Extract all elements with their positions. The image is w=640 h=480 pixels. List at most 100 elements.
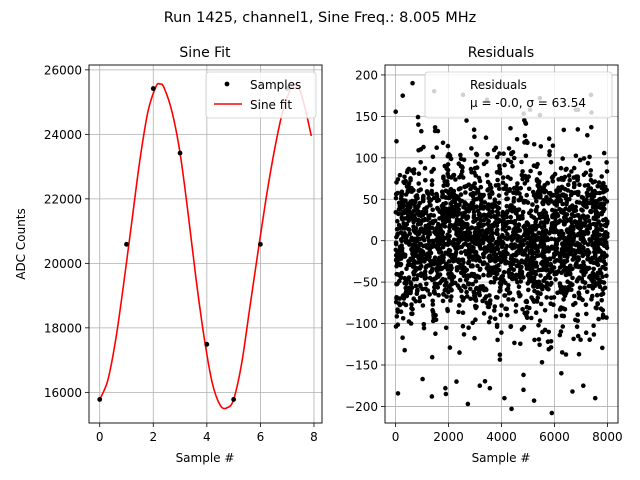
residual-point <box>516 223 521 229</box>
residual-point <box>533 207 539 213</box>
residual-point <box>511 155 517 161</box>
residual-point <box>460 257 465 263</box>
residual-point <box>602 285 608 291</box>
residual-point <box>415 273 421 278</box>
residual-point <box>414 291 420 297</box>
residual-point <box>524 304 530 310</box>
residual-point <box>481 272 486 278</box>
residual-point <box>406 227 412 232</box>
residual-point <box>528 236 533 241</box>
residual-point <box>600 264 605 270</box>
residual-point <box>473 317 478 323</box>
residual-point <box>528 208 534 213</box>
residual-point <box>566 173 572 178</box>
residual-point <box>429 354 435 360</box>
residual-point <box>501 186 507 192</box>
residual-point <box>445 154 451 159</box>
residual-point <box>505 313 510 318</box>
residual-point <box>552 237 557 242</box>
residual-point <box>589 124 594 130</box>
residual-point <box>544 280 550 286</box>
residuals-x-ticks: 0 2000 4000 6000 8000 <box>392 423 623 444</box>
residual-point <box>561 215 567 220</box>
residual-point <box>511 252 516 258</box>
residual-point <box>598 201 603 207</box>
residual-point <box>403 198 408 203</box>
residual-point <box>529 227 535 233</box>
residual-point <box>410 215 415 220</box>
residual-point <box>418 260 423 265</box>
residual-point <box>556 237 561 242</box>
residual-point <box>421 229 427 235</box>
residual-point <box>581 172 587 178</box>
sine-fit-x-ticks: 0 2 4 6 8 <box>96 423 318 444</box>
residual-point <box>530 232 535 237</box>
residual-point <box>544 268 549 273</box>
residual-point <box>568 192 574 198</box>
legend-sine-fit-label: Sine fit <box>250 98 292 112</box>
residuals-x-tick-label: 4000 <box>486 430 517 444</box>
residual-point <box>469 146 474 151</box>
residuals-x-tick-label: 0 <box>392 430 400 444</box>
residual-point <box>412 244 417 250</box>
residual-point <box>538 301 544 307</box>
residual-point <box>458 152 463 158</box>
residual-point <box>400 93 406 98</box>
residual-point <box>456 207 462 212</box>
residual-point <box>481 311 487 316</box>
residual-point <box>443 385 448 391</box>
residual-point <box>518 235 523 240</box>
residual-point <box>431 166 437 172</box>
residual-point <box>534 198 539 204</box>
residual-point <box>540 286 545 292</box>
residual-point <box>492 197 498 202</box>
residual-point <box>593 236 599 242</box>
residual-point <box>579 207 584 212</box>
residual-point <box>445 167 451 173</box>
residual-point <box>488 298 493 303</box>
residual-point <box>481 260 487 265</box>
residual-point <box>415 287 420 293</box>
residual-point <box>597 227 603 232</box>
residual-point <box>487 210 492 216</box>
residual-point <box>600 308 606 313</box>
residual-point <box>559 284 565 290</box>
residual-point <box>579 194 585 200</box>
residual-point <box>430 302 436 307</box>
residual-point <box>418 160 424 165</box>
residual-point <box>494 322 500 328</box>
residual-point <box>471 209 477 215</box>
residual-point <box>601 180 606 186</box>
residual-point <box>484 173 490 178</box>
residual-points <box>393 80 610 416</box>
sine-fit-x-tick-label: 0 <box>96 430 104 444</box>
residual-point <box>531 283 536 288</box>
residual-point <box>474 152 480 158</box>
residual-point <box>497 289 502 294</box>
residual-point <box>494 223 500 228</box>
residual-point <box>558 290 564 295</box>
residual-point <box>430 309 436 315</box>
residual-point <box>512 340 517 346</box>
residual-point <box>511 190 516 195</box>
residual-point <box>496 212 501 217</box>
residual-point <box>520 169 525 174</box>
residual-point <box>547 149 552 154</box>
residuals-legend-text: Residuals μ = -0.0, σ = 63.54 <box>470 78 586 110</box>
residual-point <box>398 262 403 268</box>
residual-point <box>590 198 595 203</box>
residual-point <box>399 270 405 276</box>
residual-point <box>545 180 550 186</box>
sine-fit-y-tick-label: 24000 <box>44 128 82 142</box>
sample-point <box>258 241 263 247</box>
residual-point <box>568 216 573 221</box>
residual-point <box>570 389 575 394</box>
residual-point <box>566 182 571 188</box>
residual-point <box>413 268 419 273</box>
residual-point <box>516 284 522 290</box>
residual-point <box>601 217 606 223</box>
residual-point <box>419 218 425 224</box>
residual-point <box>474 304 479 310</box>
residual-point <box>573 153 579 159</box>
residual-point <box>430 207 436 213</box>
